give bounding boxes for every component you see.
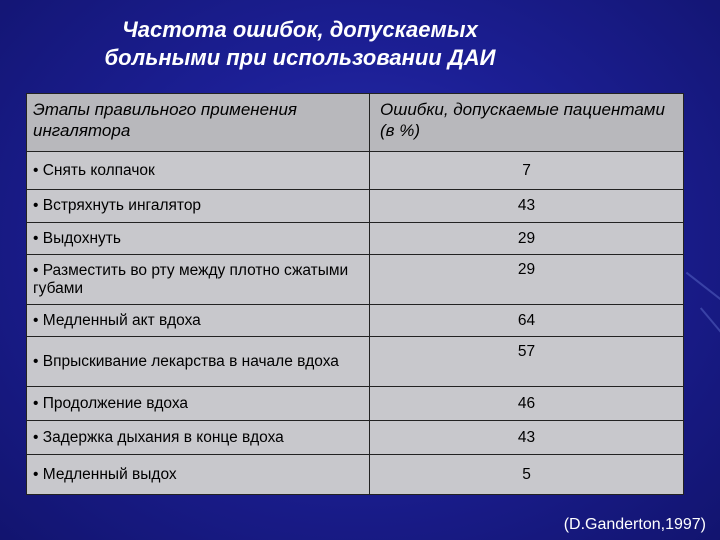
table-row: • Впрыскивание лекарства в начале вдоха …: [26, 336, 684, 387]
table-row: • Разместить во рту между плотно сжатыми…: [26, 254, 684, 305]
value-cell: 5: [369, 454, 684, 495]
table-header-row: Этапы правильного применения ингалятора …: [26, 93, 684, 152]
table-row: • Задержка дыхания в конце вдоха 43: [26, 420, 684, 455]
title-line-1: Частота ошибок, допускаемых: [122, 17, 478, 42]
table-row: • Встряхнуть ингалятор 43: [26, 189, 684, 223]
step-cell: • Разместить во рту между плотно сжатыми…: [26, 254, 370, 305]
decorative-line: [699, 307, 720, 355]
slide-title: Частота ошибок, допускаемых больными при…: [40, 16, 560, 72]
table-row: • Медленный акт вдоха 64: [26, 304, 684, 337]
value-cell: 43: [369, 420, 684, 455]
value-cell: 7: [369, 151, 684, 190]
value-cell: 57: [369, 336, 684, 387]
step-cell: • Выдохнуть: [26, 222, 370, 255]
step-cell: • Задержка дыхания в конце вдоха: [26, 420, 370, 455]
step-cell: • Встряхнуть ингалятор: [26, 189, 370, 223]
value-cell: 43: [369, 189, 684, 223]
citation: (D.Ganderton,1997): [563, 516, 706, 533]
step-cell: • Впрыскивание лекарства в начале вдоха: [26, 336, 370, 387]
header-steps: Этапы правильного применения ингалятора: [26, 93, 370, 152]
value-cell: 46: [369, 386, 684, 421]
step-cell: • Снять колпачок: [26, 151, 370, 190]
decorative-line: [685, 271, 720, 311]
table-row: • Снять колпачок 7: [26, 151, 684, 190]
step-cell: • Медленный акт вдоха: [26, 304, 370, 337]
errors-table: Этапы правильного применения ингалятора …: [26, 93, 684, 495]
step-cell: • Медленный выдох: [26, 454, 370, 495]
value-cell: 29: [369, 254, 684, 305]
table-row: • Медленный выдох 5: [26, 454, 684, 495]
step-cell: • Продолжение вдоха: [26, 386, 370, 421]
header-errors: Ошибки, допускаемые пациентами (в %): [369, 93, 684, 152]
title-line-2: больными при использовании ДАИ: [104, 45, 496, 70]
value-cell: 29: [369, 222, 684, 255]
table-row: • Выдохнуть 29: [26, 222, 684, 255]
table-row: • Продолжение вдоха 46: [26, 386, 684, 421]
value-cell: 64: [369, 304, 684, 337]
